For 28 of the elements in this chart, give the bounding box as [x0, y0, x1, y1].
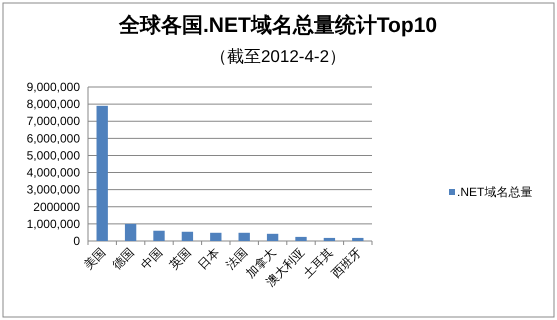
bar [153, 230, 165, 241]
bar [295, 236, 307, 241]
y-tick-label: 0 [73, 234, 80, 248]
legend-label: .NET域名总量 [457, 185, 532, 199]
y-tick-label: 7,000,000 [26, 114, 80, 128]
y-tick-label: 4,000,000 [26, 166, 80, 180]
y-tick-label: 5,000,000 [26, 148, 80, 162]
bar [324, 238, 336, 241]
x-tick-label: 中国 [138, 245, 166, 272]
x-tick-label: 英国 [166, 245, 194, 272]
y-tick-label: 9,000,000 [26, 80, 80, 94]
chart-subtitle: （截至2012-4-2） [210, 47, 346, 66]
x-tick-label: 美国 [81, 245, 108, 272]
y-tick-label: 6,000,000 [26, 131, 80, 146]
y-tick-label: 2000000 [33, 200, 80, 214]
bar [96, 106, 108, 241]
y-tick-label: 8,000,000 [26, 97, 80, 112]
bar [124, 224, 136, 241]
y-tick-label: 3,000,000 [26, 182, 80, 197]
bar [210, 232, 222, 241]
bar [182, 232, 194, 241]
y-tick-label: 1,000,000 [26, 216, 80, 231]
bar [352, 238, 364, 241]
x-tick-label: 德国 [110, 245, 137, 272]
bar [238, 232, 250, 241]
chart-title: 全球各国.NET域名总量统计Top10 [118, 13, 438, 37]
x-tick-label: 日本 [195, 245, 222, 272]
bar [266, 234, 278, 241]
